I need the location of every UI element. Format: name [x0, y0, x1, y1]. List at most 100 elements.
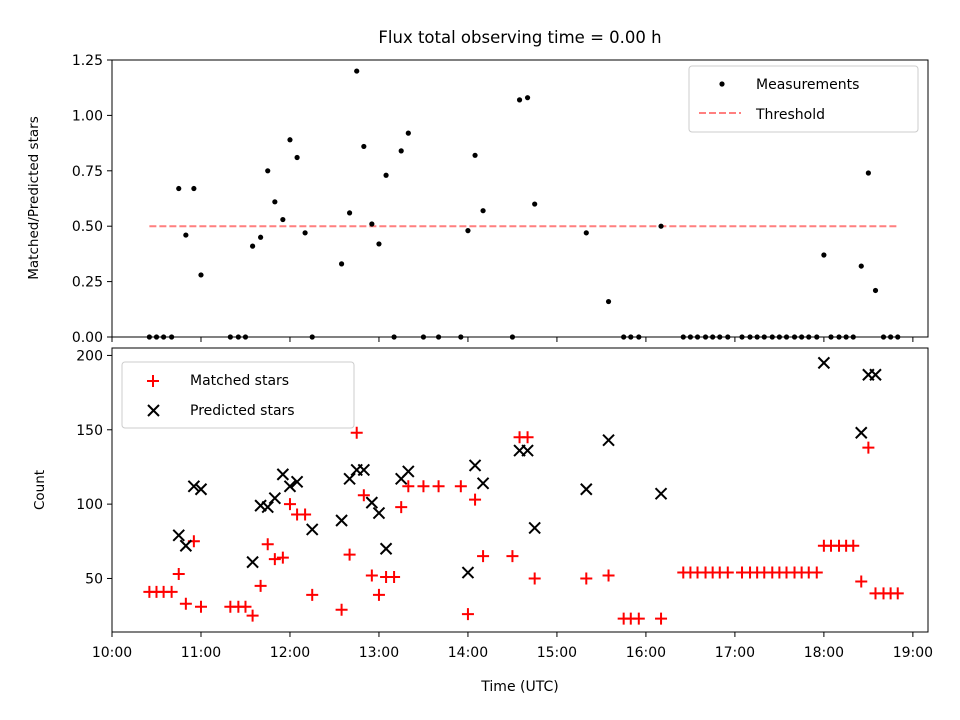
matched-star-point [276, 551, 289, 564]
matched-star-point [847, 539, 860, 552]
measurement-point [294, 154, 300, 161]
count-x-tick-label: 12:00 [270, 645, 310, 661]
count-y-tick-label: 100 [76, 497, 103, 513]
ratio-y-tick-label: 0.75 [72, 164, 103, 180]
matched-star-point [239, 600, 252, 613]
matched-star-point [602, 569, 615, 582]
matched-star-point [172, 568, 185, 581]
matched-star-point [335, 603, 348, 616]
matched-star-point [506, 550, 519, 563]
predicted-star-point [172, 529, 185, 542]
ratio-y-tick-label: 1.00 [72, 108, 103, 124]
predicted-star-point [869, 368, 882, 381]
count-x-tick-label: 15:00 [537, 645, 577, 661]
count-x-tick-label: 13:00 [359, 645, 399, 661]
measurement-point [176, 185, 182, 192]
predicted-star-point [306, 523, 319, 536]
measurement-point [191, 185, 197, 192]
measurement-point [821, 252, 827, 258]
predicted-star-point [187, 480, 201, 493]
ratio-marks [146, 68, 901, 340]
measurement-point [465, 228, 471, 234]
measurement-point [361, 143, 367, 150]
predicted-star-point [379, 542, 393, 555]
count-plot-frame [111, 347, 929, 633]
measurement-point [354, 68, 360, 74]
predicted-star-point [602, 433, 615, 447]
measurement-point [658, 223, 664, 229]
measurement-point [865, 170, 871, 176]
measurement-point [287, 137, 293, 143]
predicted-star-point [476, 477, 490, 490]
predicted-star-point [521, 444, 534, 457]
matched-star-point [891, 587, 904, 600]
predicted-star-point [261, 500, 274, 514]
count-marks [143, 356, 904, 625]
ratio-panel: 0.00 0.25 0.50 0.75 1.00 1.25 Matched/Predict… [26, 53, 929, 346]
count-x-tick-label: 19:00 [893, 645, 933, 661]
measurement-point [516, 97, 523, 103]
measurement-point [480, 208, 486, 214]
count-x-tick-label: 14:00 [448, 645, 488, 661]
count-x-tick-label: 18:00 [804, 645, 844, 661]
matched-star-point [343, 548, 356, 561]
predicted-star-point [580, 483, 593, 496]
measurement-point [249, 243, 256, 249]
measurement-point [280, 216, 286, 223]
matched-star-point [862, 441, 875, 454]
matched-star-point [357, 489, 370, 502]
matched-star-point [417, 480, 430, 493]
legend-measurements-label: Measurements [756, 77, 859, 93]
measurement-point [605, 298, 612, 305]
matched-star-point [721, 566, 734, 579]
ratio-y-tick-label: 0.00 [72, 330, 103, 346]
predicted-star-point [402, 465, 415, 478]
measurement-point [272, 199, 278, 205]
chart-title: Flux total observing time = 0.00 h [378, 28, 661, 47]
ratio-plot-frame [111, 59, 929, 338]
matched-star-point [179, 597, 192, 610]
predicted-star-point [468, 459, 482, 472]
measurement-point [369, 221, 375, 227]
predicted-star-point [268, 491, 282, 505]
matched-star-point [655, 612, 668, 625]
measurement-point [583, 230, 589, 236]
matched-star-point [261, 538, 274, 551]
matched-star-point [246, 609, 259, 622]
predicted-star-point [343, 472, 356, 486]
count-y-tick-label: 200 [76, 348, 103, 364]
matched-star-point [283, 498, 296, 511]
matched-star-point [580, 572, 593, 585]
matched-star-point [268, 553, 281, 566]
matched-star-point [165, 585, 178, 598]
measurement-point [472, 152, 478, 158]
matched-star-point [194, 600, 207, 613]
count-y-axis-label: Count [32, 470, 48, 510]
matched-star-point [306, 588, 319, 601]
ratio-y-axis: 0.00 0.25 0.50 0.75 1.00 1.25 [72, 53, 112, 346]
matched-star-point [454, 480, 467, 493]
measurement-point [872, 287, 879, 294]
measurement-point [183, 232, 189, 238]
measurement-point [383, 172, 389, 178]
predicted-star-point [365, 496, 379, 509]
matched-star-point [855, 575, 868, 588]
measurement-point [858, 263, 864, 269]
measurement-point [346, 210, 353, 216]
matched-star-point [388, 570, 401, 583]
matched-star-point [432, 480, 445, 493]
legend-matched-marker [147, 375, 159, 387]
predicted-star-point [654, 487, 668, 500]
predicted-star-point [357, 463, 371, 477]
count-x-tick-label: 11:00 [181, 645, 221, 661]
predicted-star-point [528, 521, 541, 535]
predicted-star-point [335, 514, 348, 527]
measurement-point [405, 130, 411, 136]
count-legend: Matched stars Predicted stars [121, 361, 355, 429]
matched-star-point [521, 431, 534, 444]
legend-matched-label: Matched stars [190, 373, 289, 389]
count-x-tick-label: 16:00 [626, 645, 666, 661]
ratio-y-tick-label: 1.25 [72, 53, 103, 69]
legend-threshold-label: Threshold [755, 107, 825, 123]
